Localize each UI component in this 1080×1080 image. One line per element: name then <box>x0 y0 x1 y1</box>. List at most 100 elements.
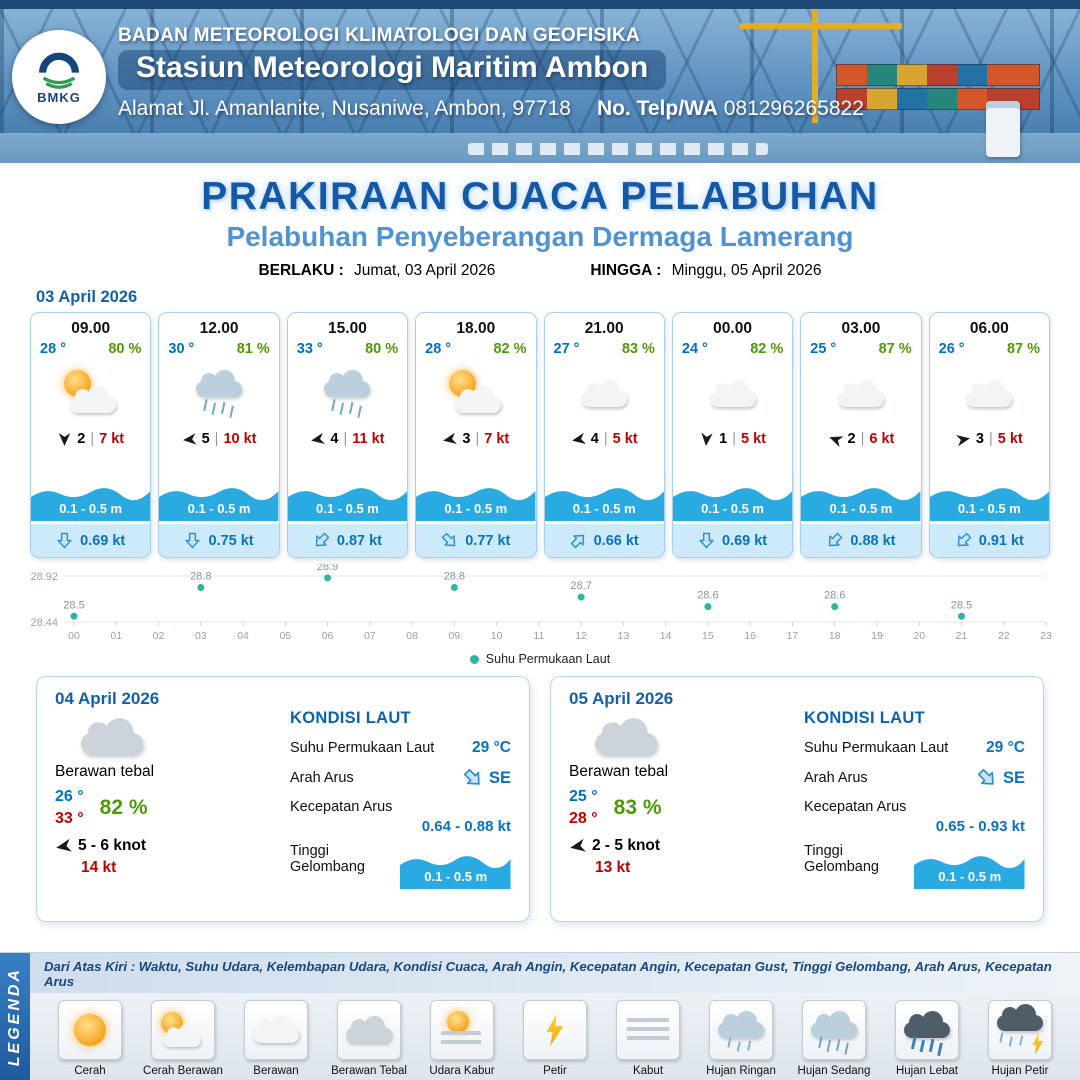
svg-text:28.6: 28.6 <box>824 590 845 602</box>
humidity: 80 % <box>108 341 142 357</box>
wind-range: 2 - 5 knot <box>592 837 661 855</box>
fog-icon <box>616 1000 680 1060</box>
moderate-rain-icon <box>802 1000 866 1060</box>
divider: | <box>90 431 95 447</box>
rain-cloud-icon <box>196 369 243 397</box>
current-direction-icon <box>309 528 333 552</box>
svg-text:20: 20 <box>913 630 925 642</box>
legend-description: Dari Atas Kiri : Waktu, Suhu Udara, Kele… <box>30 953 1080 993</box>
gust-speed: 10 kt <box>223 431 257 447</box>
humidity: 81 % <box>236 341 270 357</box>
time-label: 06.00 <box>969 320 1009 337</box>
valid-from: BERLAKU : Jumat, 03 April 2026 <box>258 262 495 280</box>
legend-item: Kabut <box>604 1000 692 1077</box>
legend-item: Hujan Petir <box>976 1000 1064 1077</box>
legend-label: Cerah Berawan <box>143 1065 223 1077</box>
cloudy-icon <box>966 361 1013 425</box>
forecast-card: 09.00 28 ° 80 % 2 | 7 kt 0.1 - 0.5 m 0.69… <box>30 312 152 558</box>
legend-label: Petir <box>543 1065 567 1077</box>
legend-section: LEGENDA Dari Atas Kiri : Waktu, Suhu Uda… <box>0 952 1080 1080</box>
rain-drops-icon <box>200 397 238 419</box>
wind-direction-icon <box>568 836 588 856</box>
series-label: Suhu Permukaan Laut <box>485 652 611 666</box>
header-banner: BMKG BADAN METEOROLOGI KLIMATOLOGI DAN G… <box>0 0 1080 163</box>
crane-illustration <box>812 9 818 123</box>
thick-cloud-icon <box>595 718 665 755</box>
current-row: 0.75 kt <box>159 524 279 557</box>
wave-height: 0.1 - 0.5 m <box>701 501 764 516</box>
legend-item: Udara Kabur <box>418 1000 506 1077</box>
wave-height-label: Tinggi Gelombang <box>804 843 879 875</box>
wave-shape <box>801 488 921 521</box>
partly-cloudy-icon <box>445 361 507 425</box>
legend-label: Hujan Ringan <box>706 1065 776 1077</box>
max-temperature: 33 ° <box>55 809 84 827</box>
thunderstorm-icon <box>988 1000 1052 1060</box>
current-speed: 0.69 kt <box>721 532 768 549</box>
condition-label: Berawan tebal <box>55 763 155 780</box>
svg-text:05: 05 <box>279 630 291 642</box>
svg-text:28.7: 28.7 <box>570 580 591 592</box>
wave-height-band: 0.1 - 0.5 m <box>416 481 536 521</box>
humidity: 82 % <box>750 341 784 357</box>
temperature: 26 ° <box>938 341 965 357</box>
gust-speed: 5 kt <box>740 431 766 447</box>
wave-shape <box>31 488 151 521</box>
wind-direction-icon <box>441 430 458 447</box>
valid-from-label: BERLAKU : <box>258 262 344 279</box>
cloud-icon <box>244 1000 308 1060</box>
wave-shape <box>159 488 279 521</box>
series-marker-icon <box>469 654 479 664</box>
wind-row: 4 | 11 kt <box>310 431 384 447</box>
cloudy-icon <box>709 361 756 425</box>
hourly-forecast-section: 03 April 2026 09.00 28 ° 80 % 2 | 7 kt 0.… <box>0 280 1080 558</box>
current-direction-icon <box>438 528 462 552</box>
wave-height-graphic: 0.1 - 0.5 m <box>914 849 1025 889</box>
wind-speed: 3 <box>462 431 471 447</box>
legend-item: Cerah <box>46 1000 134 1077</box>
cloud-icon <box>581 380 628 407</box>
wind-direction-icon <box>825 429 844 448</box>
wind-row: 2 | 7 kt <box>57 431 124 447</box>
legend-item: Hujan Sedang <box>790 1000 878 1077</box>
cloud-icon <box>69 386 116 413</box>
svg-text:28.5: 28.5 <box>951 599 972 611</box>
legend-item: Berawan Tebal <box>325 1000 413 1077</box>
wave-height: 0.1 - 0.5 m <box>957 501 1021 516</box>
svg-text:13: 13 <box>618 630 630 642</box>
wave-height-band: 0.1 - 0.5 m <box>801 481 921 521</box>
forecast-card: 18.00 28 ° 82 % 3 | 7 kt 0.1 - 0.5 m 0.77… <box>415 312 537 558</box>
crane-illustration <box>740 23 902 29</box>
divider: | <box>603 431 608 447</box>
temperature: 27 ° <box>553 341 580 357</box>
time-label: 15.00 <box>328 320 367 337</box>
legend-label: Kabut <box>632 1065 664 1077</box>
wind-row: 3 | 7 kt <box>442 431 509 447</box>
wave-height-value: 0.1 - 0.5 m <box>938 869 1002 884</box>
valid-to: HINGGA : Minggu, 05 April 2026 <box>590 262 821 280</box>
page-title: PRAKIRAAN CUACA PELABUHAN <box>201 175 879 218</box>
current-direction-value: SE <box>1002 768 1025 787</box>
temperature: 24 ° <box>681 341 708 357</box>
legend-label: Udara Kabur <box>429 1065 495 1077</box>
divider: | <box>343 431 348 447</box>
wave-height: 0.1 - 0.5 m <box>316 501 379 516</box>
panel-weather-column: Berawan tebal 26 ° 33 ° 82 % 5 - 6 knot … <box>55 709 270 889</box>
current-direction-icon <box>184 532 201 549</box>
wind-row: 4 | 5 kt <box>571 431 638 447</box>
svg-text:19: 19 <box>871 630 883 642</box>
forecast-date: 03 April 2026 <box>36 288 138 306</box>
svg-text:23: 23 <box>1040 630 1052 642</box>
wind-direction-icon <box>181 431 197 447</box>
wind-speed: 5 <box>201 431 210 447</box>
temperature: 28 ° <box>425 341 452 357</box>
title-block: PRAKIRAAN CUACA PELABUHAN Pelabuhan Peny… <box>0 163 1080 280</box>
cloud-icon <box>966 380 1013 407</box>
current-row: 0.69 kt <box>31 524 151 557</box>
svg-text:14: 14 <box>660 630 672 642</box>
current-direction-icon <box>698 532 715 549</box>
page-subtitle: Pelabuhan Penyeberangan Dermaga Lamerang <box>226 221 854 252</box>
current-speed: 0.69 kt <box>80 532 126 549</box>
legend-item: Berawan <box>232 1000 320 1077</box>
light-rain-icon <box>709 1000 773 1060</box>
